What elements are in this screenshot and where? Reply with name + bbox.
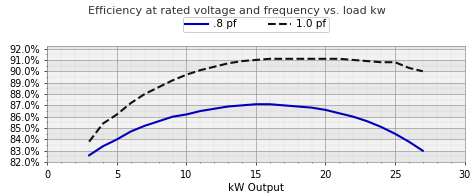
Bar [47, 117, 465, 128]
Bar [47, 94, 465, 105]
X-axis label: kW Output: kW Output [228, 183, 284, 193]
Bar [47, 139, 465, 151]
Legend: .8 pf, 1.0 pf: .8 pf, 1.0 pf [183, 17, 329, 32]
Bar [47, 71, 465, 83]
Text: Efficiency at rated voltage and frequency vs. load kw: Efficiency at rated voltage and frequenc… [88, 6, 386, 16]
Bar [47, 49, 465, 60]
